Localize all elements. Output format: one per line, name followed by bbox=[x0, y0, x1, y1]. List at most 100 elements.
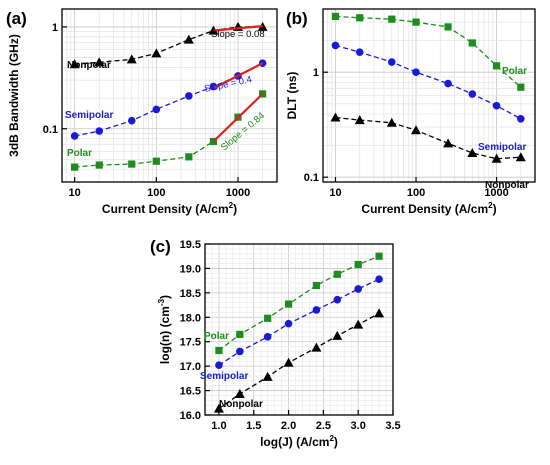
y-tick-label: 19.0 bbox=[180, 263, 201, 275]
slope-label: Slope = 0.4 bbox=[203, 74, 253, 95]
data-point bbox=[374, 308, 385, 318]
x-axis-title-sup: 2 bbox=[488, 201, 493, 210]
slope-label: Slope = 0.84 bbox=[219, 110, 267, 153]
data-point bbox=[330, 112, 341, 122]
data-point bbox=[185, 92, 193, 100]
x-tick-label: 100 bbox=[407, 187, 425, 199]
x-axis-title-sup: 2 bbox=[329, 434, 334, 443]
data-point bbox=[354, 285, 362, 293]
data-point bbox=[70, 132, 79, 140]
data-point bbox=[152, 105, 161, 114]
data-point bbox=[312, 281, 321, 290]
series-semipolar bbox=[331, 41, 525, 123]
y-tick-label: 18.0 bbox=[180, 312, 201, 324]
y-tick-label: 18.5 bbox=[180, 288, 201, 300]
y-tick-label: 17.0 bbox=[180, 361, 201, 373]
data-point bbox=[375, 275, 383, 283]
x-axis-title-end: ) bbox=[233, 202, 237, 216]
series-polar bbox=[331, 12, 525, 91]
grid bbox=[204, 243, 394, 416]
data-point bbox=[388, 15, 396, 23]
data-point bbox=[215, 361, 223, 369]
x-tick-label: 2.5 bbox=[316, 420, 331, 432]
data-point bbox=[467, 148, 478, 158]
data-point bbox=[444, 23, 452, 31]
chart-panel-1: 10 100 1000 0.1 1 (a) Current Density (A/cm2) 3… bbox=[6, 8, 278, 216]
series-semipolar bbox=[215, 275, 383, 369]
series-label: Nonpolar bbox=[485, 180, 529, 191]
data-point bbox=[492, 101, 501, 110]
y-axis-title: log(n) (cm-3) bbox=[157, 295, 172, 364]
y-axis-title-main: 3dB Bandwidth (GHz) bbox=[7, 34, 21, 157]
y-tick-label: 0.1 bbox=[304, 172, 319, 184]
x-tick-label: 10 bbox=[69, 187, 81, 199]
data-point bbox=[236, 330, 244, 338]
data-point bbox=[332, 330, 343, 340]
y-axis-title-sup: -3 bbox=[157, 298, 166, 306]
series-label: Nonpolar bbox=[67, 60, 111, 71]
data-point bbox=[151, 48, 162, 58]
panel-label: (a) bbox=[6, 9, 27, 28]
grid bbox=[322, 8, 536, 183]
data-point bbox=[95, 161, 103, 169]
data-point bbox=[356, 14, 364, 22]
y-tick-label: 19.5 bbox=[180, 239, 201, 251]
data-point bbox=[215, 346, 223, 355]
x-tick-label: 1.5 bbox=[246, 420, 261, 432]
data-point bbox=[375, 252, 383, 260]
data-point bbox=[411, 125, 422, 135]
series-nonpolar bbox=[330, 112, 526, 163]
data-point bbox=[386, 117, 397, 127]
y-tick-label: 0.1 bbox=[43, 124, 58, 136]
data-point bbox=[263, 333, 272, 341]
panel-label: (b) bbox=[286, 9, 308, 28]
panel-label: (c) bbox=[150, 237, 171, 256]
series-label: Polar bbox=[204, 331, 229, 342]
data-point bbox=[128, 160, 136, 168]
series-semipolar bbox=[70, 59, 267, 140]
data-point bbox=[468, 39, 476, 47]
y-axis-title-end: ) bbox=[158, 295, 172, 299]
series-label: Semipolar bbox=[478, 142, 526, 153]
data-point bbox=[185, 153, 193, 161]
y-axis-title: DLT (ns) bbox=[285, 72, 299, 120]
data-point bbox=[333, 270, 341, 278]
data-point bbox=[236, 347, 244, 356]
x-axis-title-main: Current Density (A/cm bbox=[361, 202, 488, 216]
data-point bbox=[95, 127, 104, 135]
x-tick-label: 1000 bbox=[484, 187, 508, 199]
series-label: Polar bbox=[67, 148, 92, 159]
plot-frame bbox=[322, 8, 536, 183]
fit-line bbox=[212, 62, 264, 90]
plot-frame bbox=[204, 243, 394, 416]
data-point bbox=[331, 41, 340, 50]
y-axis-title-main: log(n) (cm bbox=[158, 306, 172, 364]
series-label: Semipolar bbox=[65, 110, 113, 121]
data-point bbox=[94, 57, 105, 67]
series-nonpolar bbox=[213, 308, 385, 413]
chart-panel-3: 1.0 1.5 2.0 2.5 3.0 3.5 16.0 16.5 17.0 17.5 18.0 18… bbox=[150, 237, 401, 449]
chart-panel-2: 10 100 1000 0.1 1 (b) Current Density (A/cm2) D… bbox=[285, 8, 536, 216]
data-point bbox=[412, 68, 420, 77]
data-point bbox=[126, 54, 137, 64]
slope-label: Slope = 0.08 bbox=[211, 29, 265, 40]
y-tick-label: 16.5 bbox=[180, 386, 201, 398]
data-point bbox=[127, 116, 136, 125]
data-point bbox=[492, 62, 501, 70]
x-axis-title: Current Density (A/cm2) bbox=[102, 201, 237, 216]
data-point bbox=[331, 12, 340, 21]
data-point bbox=[152, 157, 160, 165]
series-label: Semipolar bbox=[200, 371, 248, 382]
data-point bbox=[283, 357, 294, 367]
data-point bbox=[284, 300, 293, 308]
x-axis-title-end: ) bbox=[493, 202, 497, 216]
data-point bbox=[311, 342, 322, 352]
x-tick-label: 10 bbox=[329, 187, 341, 199]
series-line bbox=[218, 278, 380, 366]
series-line bbox=[335, 116, 521, 160]
y-axis-title: 3dB Bandwidth (GHz) bbox=[7, 34, 21, 157]
x-tick-label: 3.0 bbox=[351, 420, 366, 432]
data-point bbox=[213, 403, 224, 413]
series-label: Nonpolar bbox=[219, 399, 263, 410]
